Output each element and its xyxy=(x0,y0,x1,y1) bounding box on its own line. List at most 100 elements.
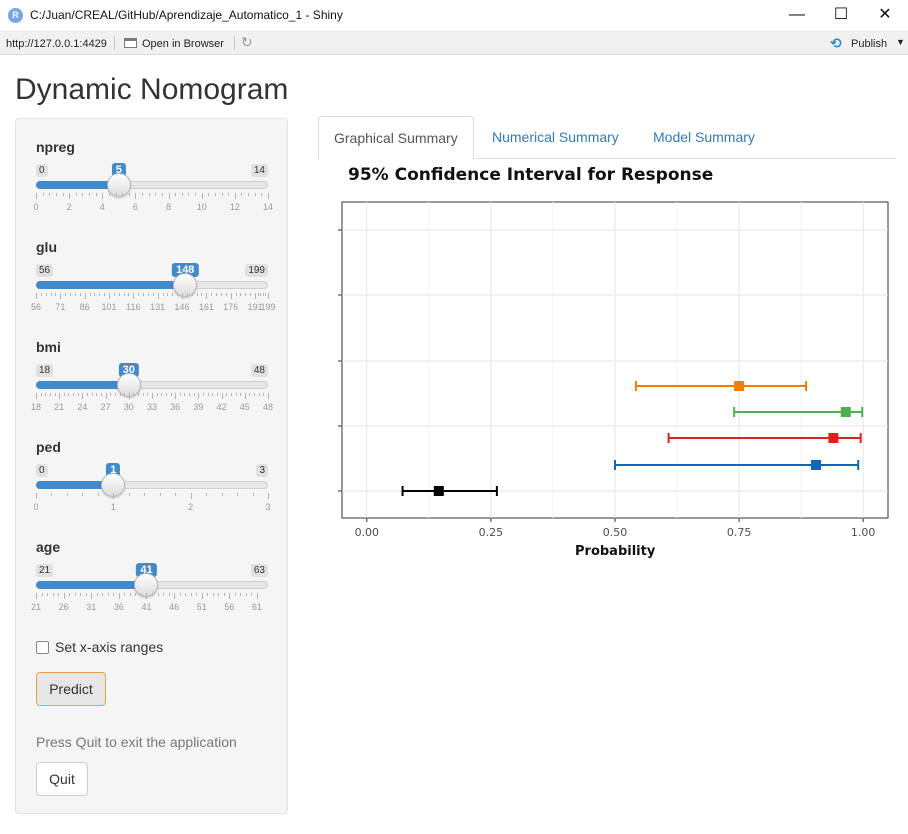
ci-estimate-point xyxy=(433,486,444,496)
slider-min-label: 0 xyxy=(36,464,48,477)
slider-tick-label: 0 xyxy=(33,202,39,212)
tab-graphical-summary[interactable]: Graphical Summary xyxy=(318,116,474,160)
slider-tick-label: 6 xyxy=(132,202,138,212)
slider-minor-tick xyxy=(167,293,169,296)
tab-model-summary[interactable]: Model Summary xyxy=(653,129,755,145)
slider-minor-tick xyxy=(55,293,57,296)
slider-ped[interactable]: ped 0 3 1 0 1 2 3 xyxy=(33,439,271,534)
slider-minor-tick xyxy=(74,293,76,296)
slider-minor-tick xyxy=(156,393,158,396)
slider-tick-label: 56 xyxy=(224,602,235,612)
slider-tick xyxy=(244,393,246,399)
slider-tick-label: 31 xyxy=(86,602,97,612)
slider-minor-tick xyxy=(189,393,191,396)
slider-tick xyxy=(60,293,62,299)
slider-fill xyxy=(36,181,119,189)
slider-minor-tick xyxy=(96,593,98,596)
slider-minor-tick xyxy=(177,293,179,296)
slider-tick-label: 12 xyxy=(229,202,240,212)
slider-minor-tick xyxy=(225,293,227,296)
slider-minor-tick xyxy=(240,293,242,296)
browser-window-icon[interactable] xyxy=(124,38,137,48)
slider-minor-tick xyxy=(190,593,192,596)
slider-minor-tick xyxy=(138,293,140,296)
slider-minor-tick xyxy=(188,193,190,196)
slider-tick-label: 86 xyxy=(79,302,90,312)
slider-minor-tick xyxy=(221,193,223,196)
ci-estimate-point xyxy=(828,433,839,443)
x-axis-label: Probability xyxy=(575,544,656,559)
slider-tick xyxy=(113,493,115,499)
slider-tick-label: 41 xyxy=(141,602,152,612)
slider-minor-tick xyxy=(107,593,109,596)
viewer-toolbar: http://127.0.0.1:4429 Open in Browser ↻ … xyxy=(0,32,908,55)
slider-tick-label: 46 xyxy=(169,602,180,612)
slider-minor-tick xyxy=(240,393,242,396)
slider-minor-tick xyxy=(196,593,198,596)
slider-minor-tick xyxy=(85,593,87,596)
ci-estimate-point xyxy=(840,407,851,417)
slider-minor-tick xyxy=(230,393,232,396)
slider-bmi[interactable]: bmi 18 48 30 18 21 24 27 30 33 36 39 42 45 48 xyxy=(31,339,273,434)
publish-icon[interactable]: ⟲ xyxy=(830,35,842,51)
slider-label: bmi xyxy=(36,339,61,355)
slider-handle[interactable] xyxy=(106,173,131,197)
slider-minor-tick xyxy=(245,293,247,296)
slider-minor-tick xyxy=(216,293,218,296)
chevron-down-icon[interactable]: ▼ xyxy=(896,37,905,47)
publish-button[interactable]: Publish xyxy=(851,38,888,50)
maximize-button[interactable]: ☐ xyxy=(833,6,849,23)
slider-tick-label: 56 xyxy=(30,302,42,312)
slider-minor-tick xyxy=(250,293,252,296)
slider-minor-tick xyxy=(144,493,146,496)
slider-minor-tick xyxy=(223,593,225,596)
slider-tick xyxy=(221,393,223,399)
slider-tick-label: 191 xyxy=(247,302,263,312)
slider-minor-tick xyxy=(159,493,161,496)
close-button[interactable]: ✕ xyxy=(878,6,892,23)
slider-minor-tick xyxy=(80,593,82,596)
slider-minor-tick xyxy=(261,193,263,196)
slider-minor-tick xyxy=(45,393,47,396)
quit-button[interactable]: Quit xyxy=(36,762,88,796)
slider-glu[interactable]: glu 56 199 148 56 71 86 101 116 131 146 161 176 191 19… xyxy=(31,239,276,334)
slider-minor-tick xyxy=(186,293,188,296)
url-text: http://127.0.0.1:4429 xyxy=(6,38,107,50)
slider-tick-label: 36 xyxy=(170,402,181,412)
set-x-axis-ranges-checkbox[interactable]: Set x-axis ranges xyxy=(36,639,163,655)
slider-minor-tick xyxy=(175,493,177,496)
tab-numerical-summary[interactable]: Numerical Summary xyxy=(492,129,619,145)
slider-tick xyxy=(118,593,120,599)
chart-title: 95% Confidence Interval for Response xyxy=(348,165,714,185)
slider-minor-tick xyxy=(248,193,250,196)
slider-minor-tick xyxy=(148,193,150,196)
slider-label: glu xyxy=(36,239,57,255)
slider-minor-tick xyxy=(82,493,84,496)
slider-minor-tick xyxy=(218,593,220,596)
slider-minor-tick xyxy=(96,393,98,396)
slider-minor-tick xyxy=(95,193,97,196)
slider-max-label: 14 xyxy=(250,164,268,177)
slider-minor-tick xyxy=(235,393,237,396)
minimize-button[interactable]: — xyxy=(789,6,805,23)
checkbox-icon[interactable] xyxy=(36,641,49,654)
slider-minor-tick xyxy=(108,193,110,196)
slider-minor-tick xyxy=(184,393,186,396)
slider-tick-label: 4 xyxy=(99,202,105,212)
toolbar-divider xyxy=(234,36,235,50)
open-in-browser-button[interactable]: Open in Browser xyxy=(142,38,224,50)
slider-tick xyxy=(84,293,86,299)
slider-minor-tick xyxy=(66,493,68,496)
refresh-icon[interactable]: ↻ xyxy=(241,34,253,50)
slider-age[interactable]: age 21 63 41 21 26 31 36 41 46 51 56 61 xyxy=(31,539,268,634)
predict-button[interactable]: Predict xyxy=(36,672,106,706)
slider-fill xyxy=(36,481,114,489)
slider-minor-tick xyxy=(75,193,77,196)
slider-minor-tick xyxy=(102,593,104,596)
slider-npreg[interactable]: npreg 0 14 5 0 2 4 6 8 10 12 14 xyxy=(33,139,273,234)
slider-minor-tick xyxy=(179,593,181,596)
slider-minor-tick xyxy=(221,493,223,496)
slider-tick xyxy=(109,293,110,299)
slider-minor-tick xyxy=(185,593,187,596)
slider-tick-label: 3 xyxy=(265,502,271,512)
